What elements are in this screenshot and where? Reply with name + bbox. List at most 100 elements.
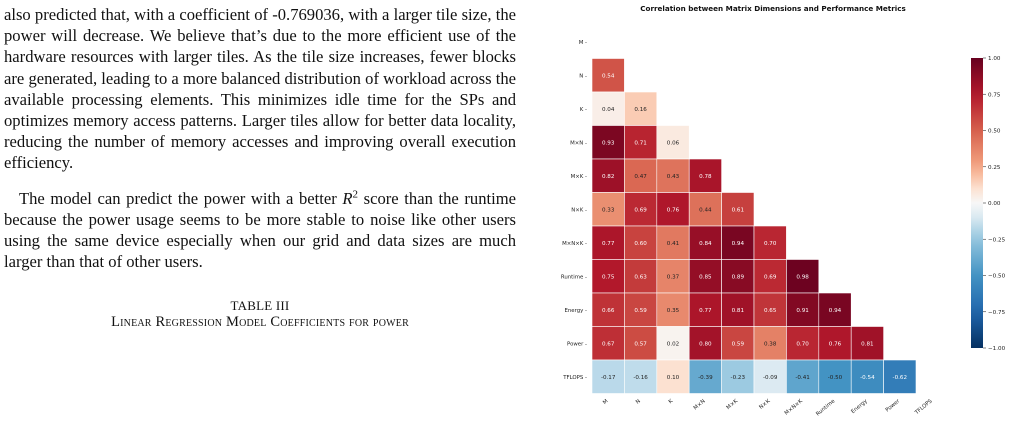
x-tick-label: Runtime (815, 398, 837, 418)
heatmap-cell (786, 259, 820, 294)
body-paragraph-1: also predicted that, with a coefficient … (4, 5, 516, 173)
colorbar-tick-label: 0.25 (988, 165, 1001, 171)
cell-value-label: 0.70 (764, 241, 777, 247)
cell-value-label: 0.44 (699, 207, 712, 213)
cell-value-label: 0.76 (829, 341, 842, 347)
cell-value-label: 0.16 (634, 107, 647, 113)
cell-value-label: 0.10 (667, 375, 680, 381)
heatmap-cell (753, 225, 787, 260)
correlation-chart: Correlation between Matrix Dimensions an… (540, 0, 1012, 425)
heatmap-cell (786, 359, 820, 394)
heatmap-cell (721, 292, 755, 327)
cell-value-label: 0.85 (699, 274, 712, 280)
cell-value-label: -0.50 (828, 375, 843, 381)
heatmap-cell (656, 326, 690, 361)
heatmap-cell (786, 326, 820, 361)
colorbar-tick-label: 0.75 (988, 92, 1001, 98)
y-tick-label: M×N - (570, 140, 587, 146)
heatmap-cell (721, 359, 755, 394)
y-tick-label: Energy - (564, 308, 587, 314)
table-title: Linear Regression Model Coefficients for… (111, 314, 409, 331)
cell-value-label: -0.41 (795, 375, 810, 381)
cell-value-label: 0.67 (602, 341, 615, 347)
cell-value-label: 0.06 (667, 140, 680, 146)
cell-value-label: 0.41 (667, 241, 680, 247)
heatmap-cell (591, 91, 625, 126)
cell-value-label: 0.94 (732, 241, 745, 247)
x-tick-label: Power (885, 398, 902, 414)
heatmap-cell (624, 225, 658, 260)
heatmap-cell (656, 192, 690, 227)
cell-value-label: 0.02 (667, 341, 679, 347)
x-tick-label: N (635, 398, 642, 405)
heatmap-cell (591, 192, 625, 227)
heatmap-cell (721, 192, 755, 227)
heatmap-cell (591, 125, 625, 160)
y-tick-label: Power - (567, 341, 587, 347)
colorbar-tick-label: −1.00 (988, 346, 1006, 352)
cell-value-label: 0.71 (634, 140, 647, 146)
y-tick-label: N×K - (571, 207, 587, 213)
y-tick-label: K - (580, 107, 587, 113)
cell-value-label: -0.23 (731, 375, 746, 381)
chart-title: Correlation between Matrix Dimensions an… (640, 4, 906, 13)
heatmap-cell (688, 225, 722, 260)
cell-value-label: 0.43 (667, 174, 680, 180)
y-tick-label: Runtime - (561, 274, 587, 280)
cell-value-label: 0.81 (732, 308, 745, 314)
cell-value-label: 0.65 (764, 308, 777, 314)
heatmap-cell (624, 192, 658, 227)
colorbar (971, 58, 983, 348)
x-tick-label: M×N (693, 398, 707, 411)
heatmap-svg: Correlation between Matrix Dimensions an… (561, 4, 1006, 418)
heatmap-cell (624, 259, 658, 294)
cell-value-label: 0.78 (699, 174, 712, 180)
y-tick-label: M×N×K - (562, 241, 587, 247)
cell-value-label: -0.62 (893, 375, 907, 381)
colorbar-tick-label: 1.00 (988, 56, 1001, 62)
cell-value-label: 0.75 (602, 274, 615, 280)
cell-value-label: 0.91 (796, 308, 809, 314)
cell-value-label: -0.39 (698, 375, 713, 381)
heatmap-cell (624, 292, 658, 327)
cell-value-label: 0.81 (861, 341, 874, 347)
r-symbol: R (342, 188, 353, 208)
cell-value-label: 0.37 (667, 274, 680, 280)
heatmap-cell (818, 292, 852, 327)
cell-value-label: 0.94 (829, 308, 842, 314)
x-tick-label: K (668, 398, 675, 405)
colorbar-tick-label: −0.75 (988, 310, 1006, 316)
heatmap-cell (688, 158, 722, 193)
cell-value-label: -0.17 (601, 375, 616, 381)
cell-value-label: 0.04 (602, 107, 615, 113)
cell-value-label: 0.76 (667, 207, 680, 213)
table-caption: TABLE III Linear Regression Model Coeffi… (4, 298, 516, 330)
body-paragraph-2: The model can predict the power with a b… (4, 188, 516, 273)
colorbar-tick-label: 0.00 (988, 201, 1001, 207)
cell-value-label: 0.57 (634, 341, 647, 347)
cell-value-label: 0.59 (634, 308, 647, 314)
y-tick-label: N - (579, 73, 587, 79)
x-tick-label: N×K (758, 398, 771, 411)
heatmap-cell (688, 192, 722, 227)
cell-value-label: 0.77 (699, 308, 712, 314)
cell-value-label: 0.66 (602, 308, 615, 314)
cell-value-label: 0.82 (602, 174, 614, 180)
cell-value-label: 0.33 (602, 207, 615, 213)
heatmap-cell (883, 359, 917, 394)
x-tick-label: Energy (850, 398, 869, 415)
cell-value-label: 0.89 (732, 274, 745, 280)
cell-value-label: 0.69 (634, 207, 647, 213)
heatmap-cell (688, 292, 722, 327)
colorbar-tick-label: 0.50 (988, 129, 1001, 135)
cell-value-label: 0.47 (634, 174, 647, 180)
cell-value-label: 0.98 (796, 274, 809, 280)
x-tick-label: M×N×K (784, 398, 804, 417)
cell-value-label: 0.63 (634, 274, 647, 280)
y-tick-label: M - (579, 40, 587, 46)
cell-value-label: 0.61 (732, 207, 745, 213)
cell-value-label: 0.84 (699, 241, 712, 247)
x-tick-label: M×K (725, 398, 739, 411)
heatmap-cell (624, 359, 658, 394)
heatmap-cell (721, 326, 755, 361)
